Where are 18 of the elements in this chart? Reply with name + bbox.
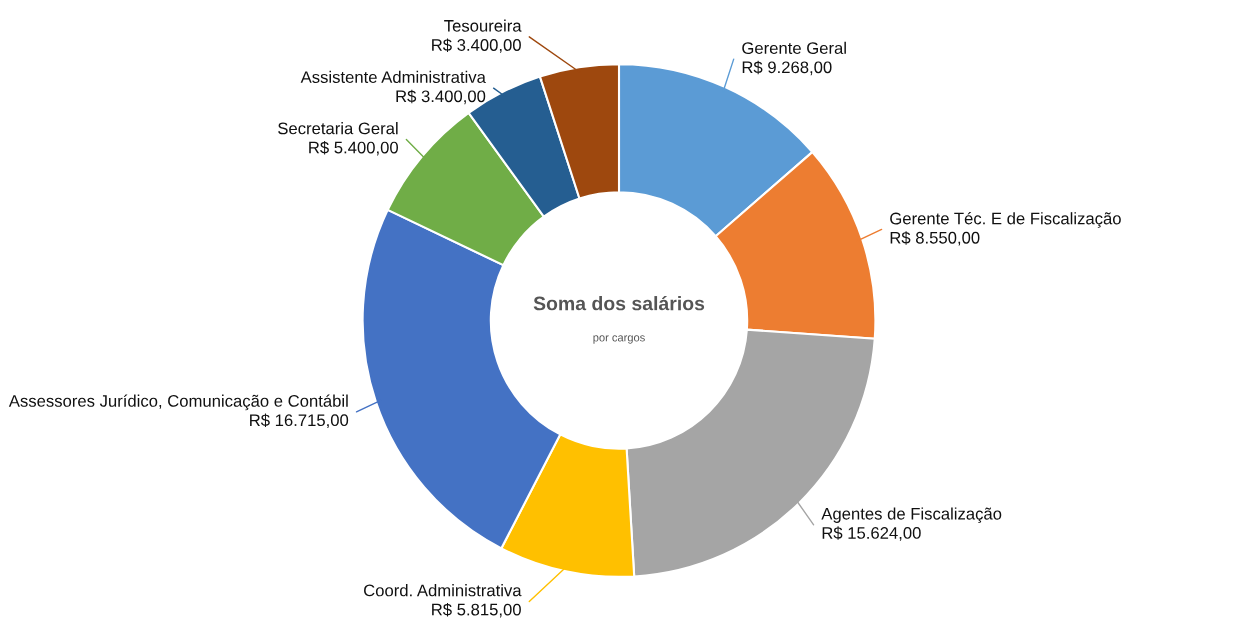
data-label: R$ 16.715,00	[250, 413, 349, 429]
slice-label: Gerente Téc. E de Fiscalização	[890, 211, 1121, 228]
slice-label: Assistente Administrativa	[300, 70, 486, 84]
slice-label: Gerente Geral	[742, 41, 846, 55]
text: Soma dos salários	[533, 295, 705, 311]
slice-label: Agentes de Fiscalização	[821, 507, 1002, 524]
data-label: R$ 9.268,00	[742, 60, 832, 76]
data-label: R$ 5.400,00	[309, 140, 399, 156]
data-label: R$ 15.624,00	[822, 526, 921, 541]
slice-label: Assessores Jurídico, Comunicação e Contábil	[8, 394, 348, 411]
data-label: R$ 8.550,00	[890, 231, 980, 246]
slice-label: Coord. Administrativa	[364, 584, 522, 597]
slice-label: Secretaria Geral	[278, 122, 398, 135]
data-label: R$ 3.400,00	[432, 38, 521, 53]
slice-label: Tesoureira	[444, 19, 522, 32]
data-label: R$ 3.400,00	[396, 89, 486, 105]
text: por cargos	[593, 335, 645, 344]
data-label: R$ 5.815,00	[432, 602, 521, 618]
